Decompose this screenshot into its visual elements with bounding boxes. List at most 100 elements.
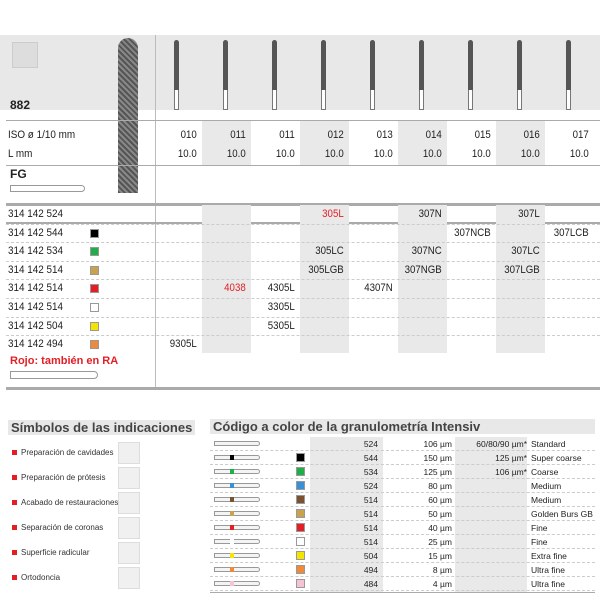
bur-shank-image (370, 90, 375, 110)
bur-reference: 307NC (411, 245, 442, 258)
grit-title: Código a color de la granulometría Inten… (210, 419, 595, 434)
color-swatch (296, 453, 305, 462)
length-value: 10.0 (373, 148, 393, 160)
row-divider (210, 520, 595, 521)
bur-head-image (272, 40, 277, 90)
iso-label: ISO ø 1/10 mm (8, 129, 76, 141)
color-swatch (296, 551, 305, 560)
bur-head-image (223, 40, 228, 90)
grit-label: Medium (531, 495, 562, 505)
indications-title: Símbolos de las indicaciones (8, 420, 195, 435)
color-swatch (90, 321, 99, 331)
indication-item: Preparación de prótesis (12, 473, 106, 482)
grit-alt-size (455, 479, 527, 493)
row-divider (210, 492, 595, 493)
column-shade (202, 121, 251, 165)
grit-shade (455, 437, 527, 592)
row-divider (6, 335, 600, 337)
grit-bur-image (214, 483, 260, 488)
row-divider (210, 464, 595, 465)
bur-head-image (468, 40, 473, 90)
bur-reference: 9305L (169, 338, 197, 351)
length-value: 10.0 (324, 148, 344, 160)
row-divider (6, 279, 600, 281)
grit-band (230, 539, 234, 544)
bur-head-image (419, 40, 424, 90)
bur-reference: 305LC (315, 245, 344, 258)
grit-band (230, 581, 234, 586)
color-swatch (90, 265, 99, 275)
row-divider (210, 506, 595, 507)
bur-shank-image (468, 90, 473, 110)
grit-bur-image (214, 553, 260, 558)
grit-band (230, 469, 234, 474)
shank-label: FG (10, 167, 27, 181)
grit-bur-image (214, 455, 260, 460)
crown-preparation-icon (12, 42, 38, 68)
grit-label: Medium (531, 481, 562, 491)
bur-reference: 307LGB (504, 263, 540, 276)
grit-size: 150 µm (423, 453, 452, 463)
header-line (6, 120, 600, 121)
indication-item: Preparación de cavidades (12, 448, 114, 457)
grit-bur-image (214, 511, 260, 516)
bur-head-image (174, 40, 179, 90)
grit-band (230, 567, 234, 572)
table-bottom-rule (6, 387, 600, 390)
bur-shank-image (223, 90, 228, 110)
indication-symbol-icon (118, 567, 140, 589)
grit-label: Standard (531, 439, 566, 449)
order-code: 314 142 524 (8, 208, 64, 220)
grit-label: Fine (531, 523, 548, 533)
bur-shank-image (566, 90, 571, 110)
indication-item: Superficie radicular (12, 548, 89, 557)
grit-size: 15 µm (428, 551, 452, 561)
grit-band (230, 525, 234, 530)
length-value: 10.0 (422, 148, 442, 160)
grit-label: Extra fine (531, 551, 567, 561)
length-label: L mm (8, 148, 33, 160)
table-top-rule (6, 203, 600, 206)
iso-value: 013 (376, 129, 393, 141)
grit-label: Coarse (531, 467, 559, 477)
grit-alt-size (455, 521, 527, 535)
bur-reference: 4038 (224, 282, 246, 295)
grit-label: Ultra fine (531, 565, 566, 575)
grit-code: 534 (363, 467, 378, 477)
order-code: 314 142 514 (8, 282, 64, 295)
bur-reference: 4307N (364, 282, 393, 295)
bur-shank-image (517, 90, 522, 110)
order-code: 314 142 534 (8, 245, 64, 258)
column-shade (300, 205, 349, 353)
grit-code: 514 (363, 537, 378, 547)
bur-reference: 307NGB (404, 263, 442, 276)
bur-reference: 307LCB (553, 226, 589, 239)
bur-shank-image (419, 90, 424, 110)
grit-alt-size: 125 µm* (495, 453, 527, 463)
grit-code: 524 (363, 439, 378, 449)
column-shade (398, 205, 447, 353)
order-code: 314 142 504 (8, 319, 64, 332)
order-code: 314 142 514 (8, 263, 64, 276)
grit-band (230, 455, 234, 460)
grit-bur-image (214, 567, 260, 572)
length-value: 10.0 (177, 148, 197, 160)
row-divider (6, 260, 600, 262)
iso-value: 016 (523, 129, 540, 141)
grit-size: 125 µm (423, 467, 452, 477)
indication-symbol-icon (118, 542, 140, 564)
header-band (0, 35, 600, 110)
indication-symbol-icon (118, 517, 140, 539)
bur-head-image (321, 40, 326, 90)
model-number: 882 (10, 98, 31, 112)
bur-reference: 307N (418, 208, 442, 220)
color-swatch (90, 340, 99, 350)
grit-code: 544 (363, 453, 378, 463)
fg-shank-icon (10, 185, 85, 192)
bur-reference: 4305L (267, 282, 295, 295)
grit-alt-size (455, 535, 527, 549)
column-shade (300, 121, 349, 165)
color-swatch (296, 509, 305, 518)
bur-head-image (370, 40, 375, 90)
order-code: 314 142 544 (8, 226, 64, 239)
